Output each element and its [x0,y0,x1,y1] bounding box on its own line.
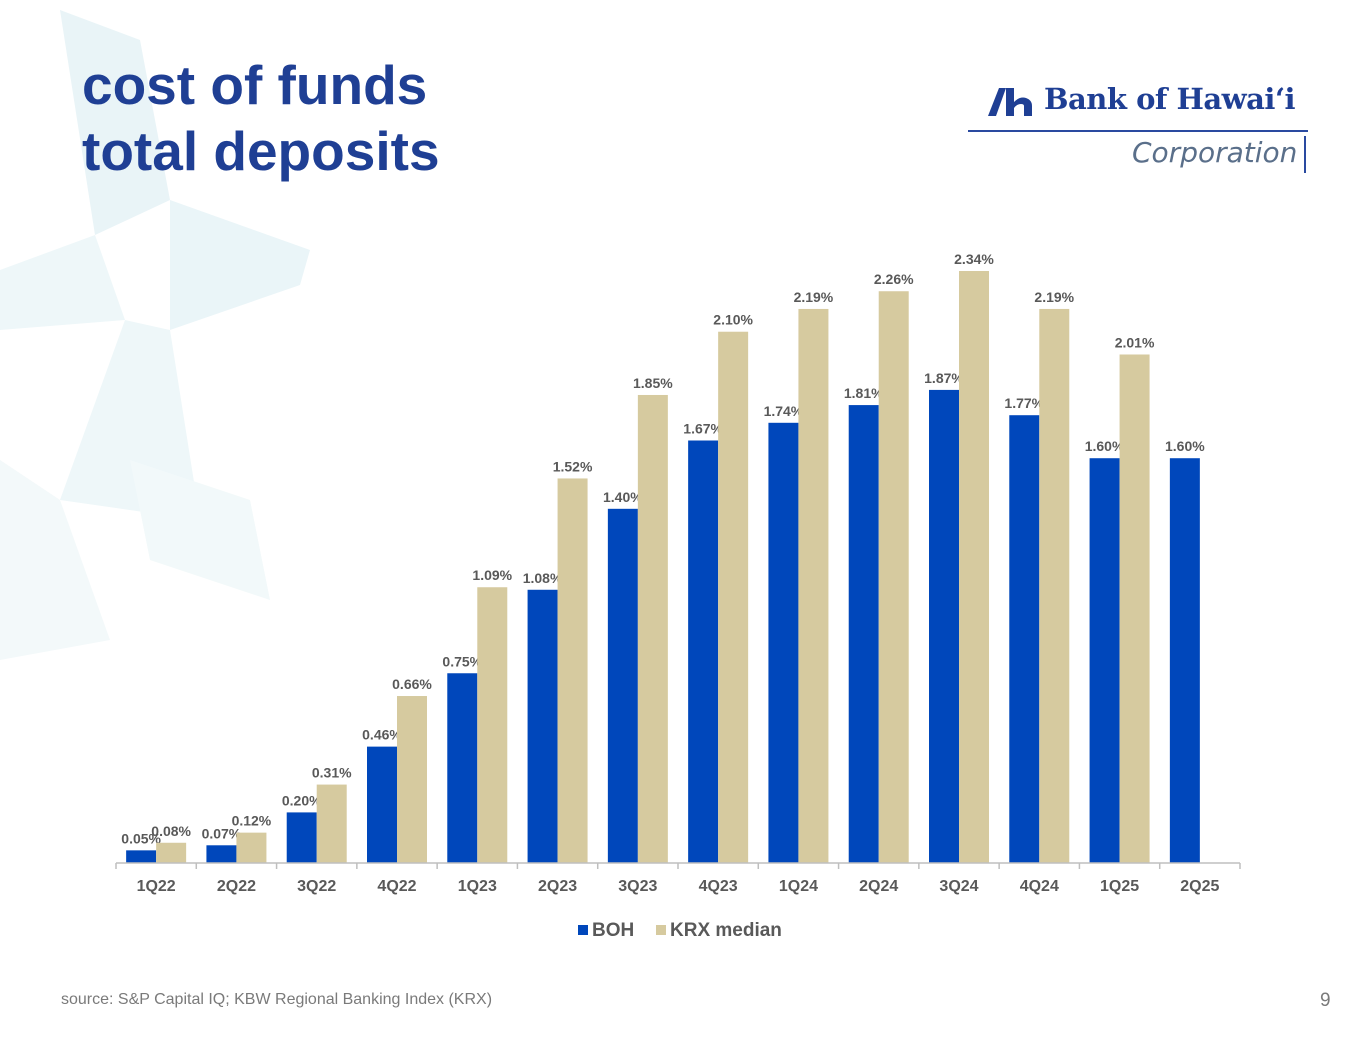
background-star-watermark [0,10,310,660]
legend-krx-label: KRX median [670,920,782,941]
boh-bar-1Q25 [1089,458,1120,863]
x-tick-label-1Q22: 1Q22 [137,878,176,895]
x-tick-label-3Q24: 3Q24 [939,878,978,895]
krx-bar-3Q22 [316,784,347,863]
boh-data-label-4Q23: 1.67% [683,421,723,437]
boh-bar-4Q24 [1009,415,1040,863]
boh-bar-2Q25 [1169,458,1200,863]
x-tick-label-4Q22: 4Q22 [377,878,416,895]
boh-data-label-2Q23: 1.08% [523,570,563,586]
boh-bar-3Q24 [929,389,959,863]
logo-subtitle: Corporation [1132,136,1298,169]
star-arm-bottom [60,320,200,520]
krx-data-label-3Q23: 1.85% [633,375,673,391]
boh-bar-3Q23 [607,508,638,863]
boh-bar-4Q23 [688,440,719,863]
x-tick-label-2Q25: 2Q25 [1180,878,1219,895]
page-title: cost of funds total deposits [82,52,440,184]
boh-data-label-2Q24: 1.81% [844,385,884,401]
star-arm-lower-left [0,460,110,660]
legend-boh-swatch [578,925,588,935]
krx-bar-1Q23 [477,587,508,863]
boh-bar-2Q23 [527,589,558,863]
krx-bar-4Q22 [397,696,427,863]
krx-data-label-4Q24: 2.19% [1034,289,1074,305]
logo-vertical-divider [1304,136,1306,173]
star-arm-left [0,235,125,330]
krx-bar-4Q23 [718,331,749,863]
boh-data-label-4Q24: 1.77% [1004,395,1044,411]
krx-data-label-1Q24: 2.19% [794,289,834,305]
boh-data-label-2Q22: 0.07% [202,825,242,841]
krx-data-label-4Q22: 0.66% [392,676,432,692]
star-arm-top [60,10,170,235]
boh-bar-2Q22 [206,845,237,863]
x-tick-label-4Q23: 4Q23 [699,878,738,895]
krx-bar-1Q24 [798,308,829,863]
x-tick-label-3Q23: 3Q23 [618,878,657,895]
krx-bar-3Q23 [637,394,668,863]
boh-data-label-2Q25: 1.60% [1165,438,1205,454]
x-tick-label-1Q24: 1Q24 [779,878,818,895]
krx-bar-3Q24 [959,271,989,863]
boh-bar-1Q22 [126,850,157,863]
krx-data-label-4Q23: 2.10% [713,312,753,328]
x-tick-label-1Q25: 1Q25 [1100,878,1139,895]
x-tick-label-3Q22: 3Q22 [297,878,336,895]
x-tick-label-2Q24: 2Q24 [859,878,898,895]
krx-data-label-1Q23: 1.09% [472,567,512,583]
krx-data-label-2Q22: 0.12% [232,813,272,829]
boh-bar-3Q22 [286,812,317,863]
krx-data-label-3Q22: 0.31% [312,765,352,781]
star-arm-right [170,200,310,330]
boh-data-label-3Q22: 0.20% [282,792,322,808]
boh-bar-2Q24 [848,405,879,863]
krx-bar-2Q22 [236,832,267,863]
boh-data-label-1Q24: 1.74% [764,403,804,419]
krx-bar-1Q25 [1119,354,1150,863]
title-line-2: total deposits [82,120,440,182]
boh-data-label-1Q23: 0.75% [442,653,482,669]
krx-data-label-2Q24: 2.26% [874,271,914,287]
boh-bar-4Q22 [367,746,397,863]
star-arm-lower [130,460,270,600]
krx-data-label-1Q25: 2.01% [1115,334,1155,350]
legend-krx-swatch [656,925,666,935]
page-number: 9 [1320,990,1331,1011]
x-tick-label-1Q23: 1Q23 [458,878,497,895]
krx-bar-1Q22 [156,842,187,863]
krx-data-label-1Q22: 0.08% [151,823,191,839]
boh-data-label-3Q23: 1.40% [603,489,643,505]
boh-data-label-3Q24: 1.87% [924,370,964,386]
boh-h-mark-icon [988,88,1032,116]
krx-bar-2Q24 [878,291,909,863]
boh-data-label-1Q22: 0.05% [121,830,161,846]
boh-data-label-4Q22: 0.46% [362,727,402,743]
krx-bar-4Q24 [1039,308,1070,863]
logo-divider [968,130,1308,132]
title-line-1: cost of funds [82,54,428,116]
krx-data-label-2Q23: 1.52% [553,458,593,474]
boh-bar-1Q23 [447,673,478,863]
x-tick-label-2Q23: 2Q23 [538,878,577,895]
x-tick-label-2Q22: 2Q22 [217,878,256,895]
x-tick-label-4Q24: 4Q24 [1020,878,1059,895]
bank-logo: Bank of Hawaiʻi Corporation [960,78,1320,183]
legend-boh-label: BOH [592,920,634,941]
logo-bank-name: Bank of Hawaiʻi [1044,82,1296,116]
boh-data-label-1Q25: 1.60% [1085,438,1125,454]
krx-data-label-3Q24: 2.34% [954,251,994,267]
source-note: source: S&P Capital IQ; KBW Regional Ban… [61,991,493,1008]
krx-bar-2Q23 [557,478,588,863]
boh-bar-1Q24 [768,422,799,863]
